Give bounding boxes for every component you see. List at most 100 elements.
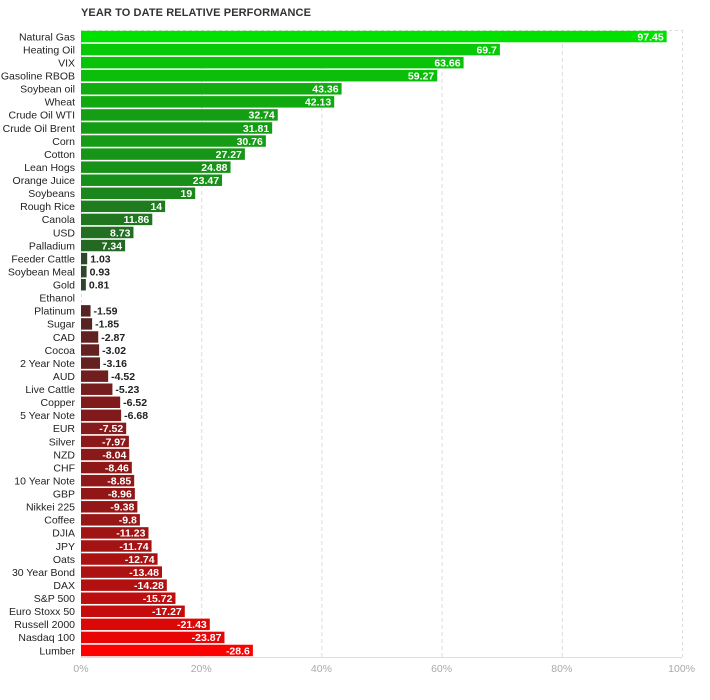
category-label: Euro Stoxx 50	[9, 606, 75, 618]
category-label: AUD	[53, 371, 76, 383]
value-label: 23.47	[193, 175, 219, 187]
bar	[81, 618, 210, 631]
value-label: -3.16	[103, 358, 127, 370]
category-label: 30 Year Bond	[12, 567, 75, 579]
category-label: Cotton	[44, 149, 75, 161]
value-label: -13.48	[129, 567, 159, 579]
value-label: 0.93	[90, 266, 111, 278]
category-label: Silver	[49, 436, 76, 448]
value-label: 0.81	[89, 280, 110, 292]
category-label: Corn	[52, 136, 75, 148]
category-label: USD	[53, 227, 76, 239]
bar	[81, 383, 113, 395]
value-label: 69.7	[476, 44, 497, 56]
bar	[81, 30, 667, 43]
category-label: VIX	[58, 57, 75, 69]
value-label: 27.27	[216, 149, 242, 161]
bar	[81, 56, 464, 69]
category-label: Crude Oil Brent	[3, 123, 75, 135]
bar	[81, 331, 99, 343]
value-label: -23.87	[192, 632, 222, 644]
category-label: DAX	[53, 580, 75, 592]
bar	[81, 527, 149, 539]
value-label: -7.97	[102, 436, 126, 448]
bar	[81, 501, 138, 513]
value-label: 97.45	[637, 31, 663, 43]
value-label: 24.88	[201, 162, 227, 174]
value-label: -12.74	[125, 554, 155, 566]
chart-title: YEAR TO DATE RELATIVE PERFORMANCE	[81, 7, 312, 19]
value-label: -3.02	[102, 345, 126, 357]
category-label: Rough Rice	[20, 201, 75, 213]
bar	[81, 344, 100, 356]
x-tick-label: 40%	[311, 663, 332, 675]
value-label: 43.36	[312, 84, 338, 96]
bar	[81, 305, 91, 317]
category-label: Natural Gas	[19, 31, 75, 43]
bar	[81, 200, 166, 213]
category-label: Sugar	[47, 319, 76, 331]
category-label: Nikkei 225	[26, 502, 75, 514]
category-label: Crude Oil WTI	[8, 110, 75, 122]
x-axis-ticks: 0% 20% 40% 60% 80% 100%	[73, 663, 695, 675]
x-tick-label: 20%	[191, 663, 212, 675]
category-label: CHF	[53, 462, 75, 474]
bar	[81, 69, 438, 82]
value-label: 30.76	[237, 136, 263, 148]
category-label: Heating Oil	[23, 44, 75, 56]
category-label: GBP	[53, 489, 75, 501]
bar	[81, 174, 223, 186]
bar	[81, 461, 132, 474]
category-label: JPY	[56, 541, 75, 553]
value-label: -7.52	[99, 423, 123, 435]
category-label: Palladium	[29, 240, 75, 252]
bar	[81, 318, 93, 330]
bar	[81, 226, 134, 239]
value-label: -2.87	[101, 332, 125, 344]
bar	[81, 122, 273, 134]
bar	[81, 161, 231, 173]
category-label: Cocoa	[45, 345, 76, 357]
bar	[81, 422, 127, 435]
bar	[81, 109, 278, 121]
bar	[81, 487, 135, 500]
bar	[81, 540, 152, 552]
bar	[81, 409, 122, 422]
category-label: 10 Year Note	[14, 475, 75, 487]
bar	[81, 514, 140, 526]
category-label: Feeder Cattle	[11, 253, 75, 265]
category-label: 2 Year Note	[20, 358, 75, 370]
value-label: -21.43	[177, 619, 207, 631]
category-label: Copper	[41, 397, 76, 409]
category-label: Orange Juice	[13, 175, 76, 187]
category-label: Platinum	[34, 306, 75, 318]
bar	[81, 396, 121, 409]
category-label: S&P 500	[34, 593, 75, 605]
value-label: -8.85	[107, 475, 131, 487]
value-label: 7.34	[102, 240, 123, 252]
value-label: -11.23	[116, 528, 145, 540]
bar	[81, 213, 153, 226]
value-label: -8.04	[102, 449, 126, 461]
bar	[81, 644, 253, 657]
bar	[81, 435, 129, 448]
category-label: Gasoline RBOB	[1, 71, 75, 83]
bar	[81, 357, 100, 369]
category-label: Wheat	[45, 97, 75, 109]
category-label: CAD	[53, 332, 76, 344]
value-label: 42.13	[305, 97, 331, 109]
category-label: Oats	[53, 554, 75, 566]
value-label: 63.66	[434, 57, 460, 69]
bar	[81, 43, 500, 56]
value-label: 31.81	[243, 123, 269, 135]
value-label: -11.74	[119, 541, 148, 553]
category-label: Soybean oil	[20, 84, 75, 96]
value-label: 32.74	[248, 110, 274, 122]
value-label: -8.46	[105, 462, 129, 474]
value-label: -1.85	[95, 319, 119, 331]
x-tick-label: 0%	[73, 663, 88, 675]
category-label: Gold	[53, 280, 75, 292]
